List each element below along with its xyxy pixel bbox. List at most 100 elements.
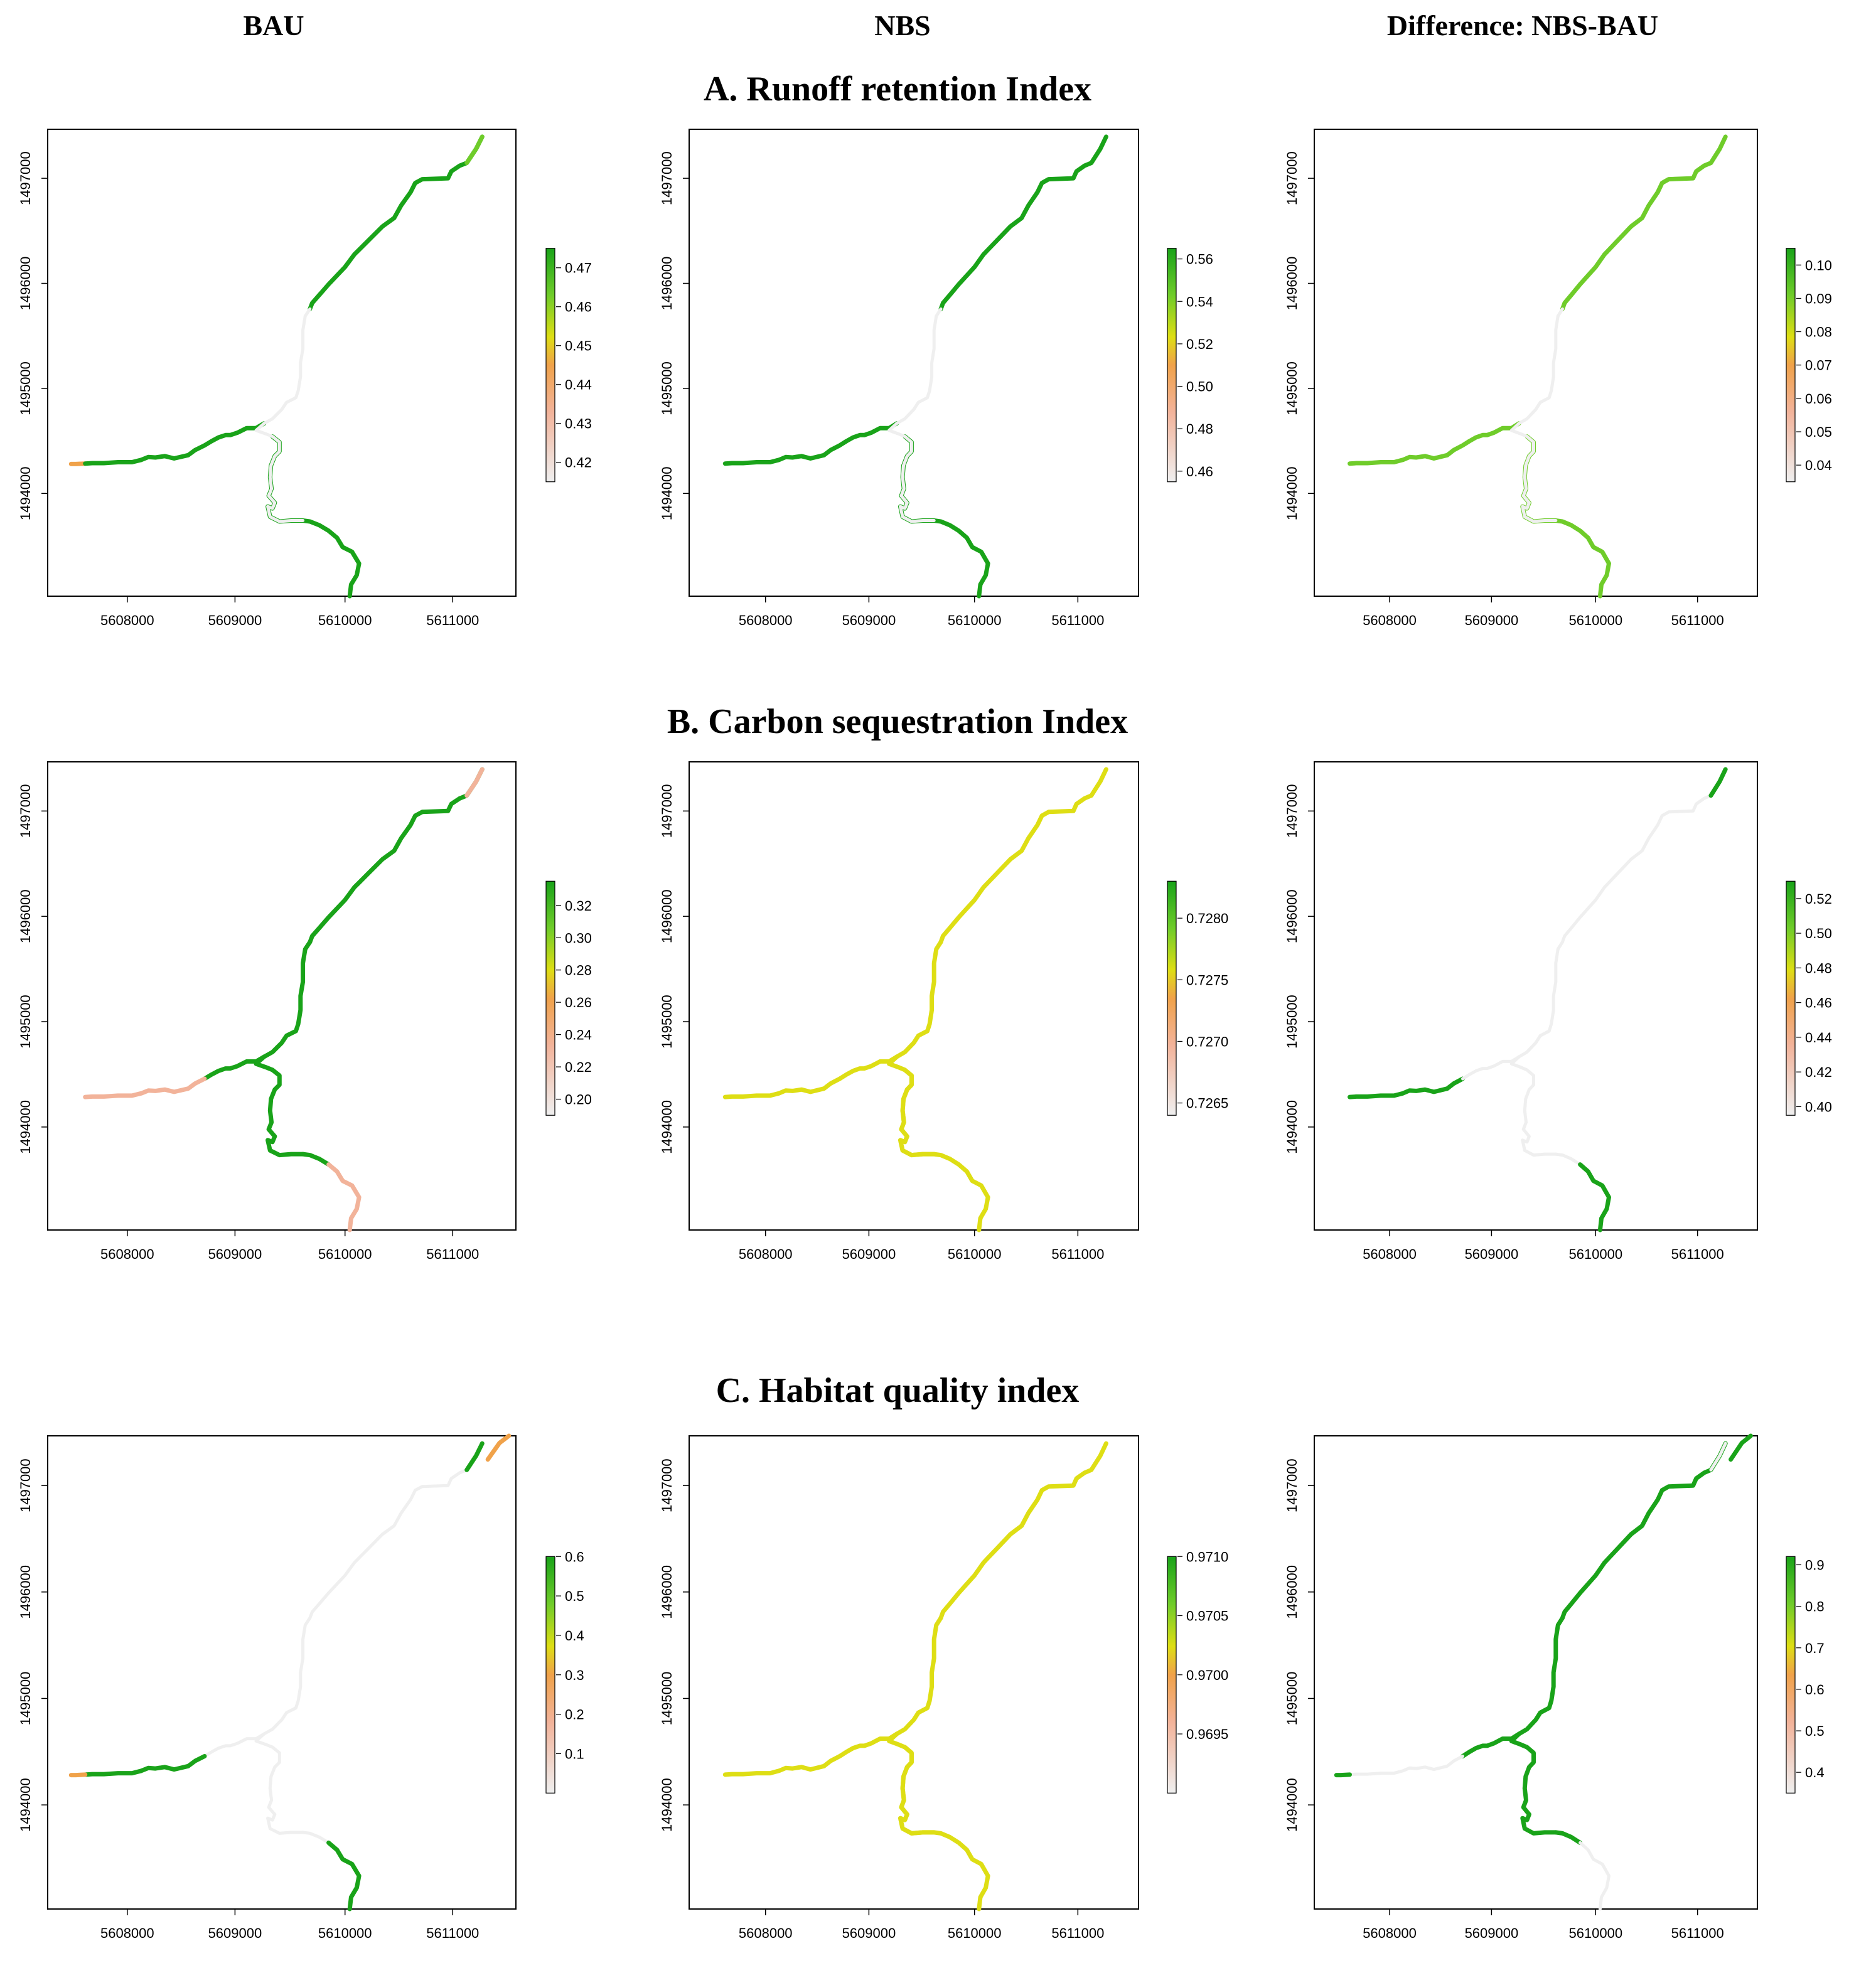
legend-colorbar — [1167, 248, 1177, 483]
river-segment-junction — [254, 422, 274, 439]
legend-tick-label: 0.46 — [565, 299, 592, 315]
x-tick-label: 5608000 — [739, 1925, 793, 1941]
legend-tick-label: 0.4 — [1805, 1765, 1825, 1780]
y-tick-label: 1496000 — [1284, 1565, 1300, 1619]
river-segment-upperEnd — [485, 1433, 512, 1462]
legend-tick-label: 0.07 — [1805, 358, 1832, 373]
column-header: BAU — [243, 9, 304, 41]
y-tick-label: 1495000 — [18, 995, 33, 1049]
river-segment-mid — [895, 307, 943, 425]
y-tick-label: 1494000 — [18, 1778, 33, 1832]
legend-tick-label: 0.7265 — [1186, 1096, 1228, 1111]
x-tick-label: 5609000 — [1465, 612, 1519, 628]
x-tick-label: 5610000 — [1568, 1925, 1622, 1941]
river-segment-southNear — [1553, 1830, 1583, 1845]
river-segment-southFar — [1578, 1162, 1611, 1233]
y-tick-label: 1494000 — [659, 466, 675, 520]
x-tick-label: 5611000 — [1671, 612, 1724, 628]
legend-tick-label: 0.46 — [1805, 995, 1832, 1011]
river-segment-southLink — [899, 435, 936, 523]
river-segment-southLink — [1520, 1745, 1558, 1836]
x-tick-label: 5610000 — [948, 612, 1002, 628]
legend-tick-label: 0.32 — [565, 898, 592, 914]
plot-frame — [47, 1435, 517, 1910]
legend-tick-label: 0.54 — [1186, 294, 1213, 309]
x-tick-label: 5608000 — [1363, 1925, 1417, 1941]
x-tick-label: 5608000 — [100, 1925, 154, 1941]
x-tick-label: 5610000 — [948, 1925, 1002, 1941]
plot-frame — [689, 129, 1139, 597]
panel-A-Diff: 5608000 5609000 5610000 5611000 1494000 14950… — [1284, 129, 1832, 628]
river-segment-upper — [1560, 134, 1728, 311]
x-tick-label: 5611000 — [1051, 1925, 1104, 1941]
x-tick-label: 5608000 — [100, 1246, 154, 1262]
y-tick-label: 1496000 — [1284, 889, 1300, 943]
legend-tick-label: 0.48 — [1805, 960, 1832, 976]
legend-tick-label: 0.8 — [1805, 1599, 1825, 1615]
river-segment-mid — [894, 939, 943, 1059]
legend-tick-label: 0.2 — [565, 1707, 584, 1723]
legend-colorbar — [1167, 1556, 1177, 1794]
y-tick-label: 1497000 — [1284, 1458, 1300, 1512]
legend-tick-label: 0.44 — [1805, 1030, 1832, 1046]
legend-tick-label: 0.10 — [1805, 257, 1832, 273]
river-segment-westFar — [1348, 1755, 1464, 1777]
river-segment-upperEnd — [1729, 1433, 1753, 1462]
river-segment-mid — [894, 1615, 943, 1736]
river-segment-junction — [1509, 422, 1529, 439]
y-tick-label: 1495000 — [1284, 995, 1300, 1049]
river-segment-southFar — [326, 1162, 362, 1233]
y-tick-label: 1494000 — [18, 466, 33, 520]
x-tick-label: 5609000 — [1465, 1925, 1519, 1941]
river-segment-southLink — [1521, 435, 1558, 523]
river-segment-upper — [308, 767, 485, 944]
legend-colorbar — [1786, 880, 1796, 1116]
river-segment-south — [898, 1745, 990, 1912]
x-tick-label: 5609000 — [1465, 1246, 1519, 1262]
panel-C-BAU: 5608000 5609000 5610000 5611000 1494000 14950… — [18, 1433, 584, 1941]
legend-tick-label: 0.40 — [1805, 1099, 1832, 1115]
legend-tick-label: 0.22 — [565, 1059, 592, 1075]
row-title: A. Runoff retention Index — [704, 70, 1091, 109]
x-tick-label: 5608000 — [739, 1246, 793, 1262]
legend-tick-label: 0.24 — [565, 1027, 592, 1043]
y-tick-label: 1497000 — [1284, 784, 1300, 838]
y-tick-label: 1494000 — [18, 1100, 33, 1154]
river-segment-southLink — [265, 1067, 306, 1158]
y-tick-label: 1497000 — [659, 1458, 675, 1512]
river-segment-junction — [887, 422, 907, 439]
river-segment-southLink — [266, 1745, 305, 1835]
legend-tick-label: 0.04 — [1805, 457, 1832, 473]
legend-tick-label: 0.9700 — [1186, 1667, 1228, 1683]
y-tick-label: 1497000 — [659, 151, 675, 205]
river-segment-south — [898, 1067, 990, 1233]
legend-tick-label: 0.52 — [1186, 336, 1213, 352]
river-segment-westNear — [203, 1732, 266, 1758]
x-tick-label: 5608000 — [1363, 612, 1417, 628]
river-segment-westNear — [1461, 1055, 1521, 1081]
plot-frame — [1314, 761, 1758, 1231]
x-tick-label: 5610000 — [948, 1246, 1002, 1262]
y-tick-label: 1495000 — [659, 1672, 675, 1726]
x-tick-label: 5610000 — [1568, 612, 1622, 628]
y-tick-label: 1495000 — [1284, 1672, 1300, 1726]
legend-tick-label: 0.6 — [565, 1549, 584, 1564]
x-tick-label: 5611000 — [426, 612, 479, 628]
plot-frame — [47, 761, 517, 1231]
river-segment-mid — [1516, 1615, 1565, 1736]
river-segment-upper — [1560, 1441, 1728, 1620]
river-segment-westFar — [83, 1754, 207, 1777]
x-tick-label: 5610000 — [318, 1246, 372, 1262]
river-segment-upper — [1560, 767, 1727, 944]
panel-B-BAU: 5608000 5609000 5610000 5611000 1494000 14950… — [18, 761, 592, 1262]
legend-tick-label: 0.42 — [565, 455, 592, 471]
river-segment-southLink — [266, 435, 305, 523]
river-segment-upperTip — [1709, 1441, 1727, 1472]
x-tick-label: 5609000 — [208, 612, 262, 628]
river-segment-mid — [262, 1616, 312, 1736]
panel-B-NBS: 5608000 5609000 5610000 5611000 1494000 14950… — [659, 761, 1228, 1262]
x-tick-label: 5611000 — [426, 1925, 479, 1941]
y-tick-label: 1495000 — [1284, 361, 1300, 415]
x-tick-label: 5609000 — [208, 1246, 262, 1262]
